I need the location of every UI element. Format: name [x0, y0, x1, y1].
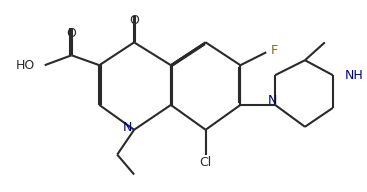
- Text: N: N: [123, 121, 132, 134]
- Text: O: O: [66, 27, 76, 40]
- Text: O: O: [129, 14, 139, 27]
- Text: NH: NH: [345, 69, 363, 82]
- Text: N: N: [268, 94, 277, 108]
- Text: HO: HO: [15, 59, 35, 72]
- Text: Cl: Cl: [200, 156, 212, 169]
- Text: F: F: [270, 44, 278, 57]
